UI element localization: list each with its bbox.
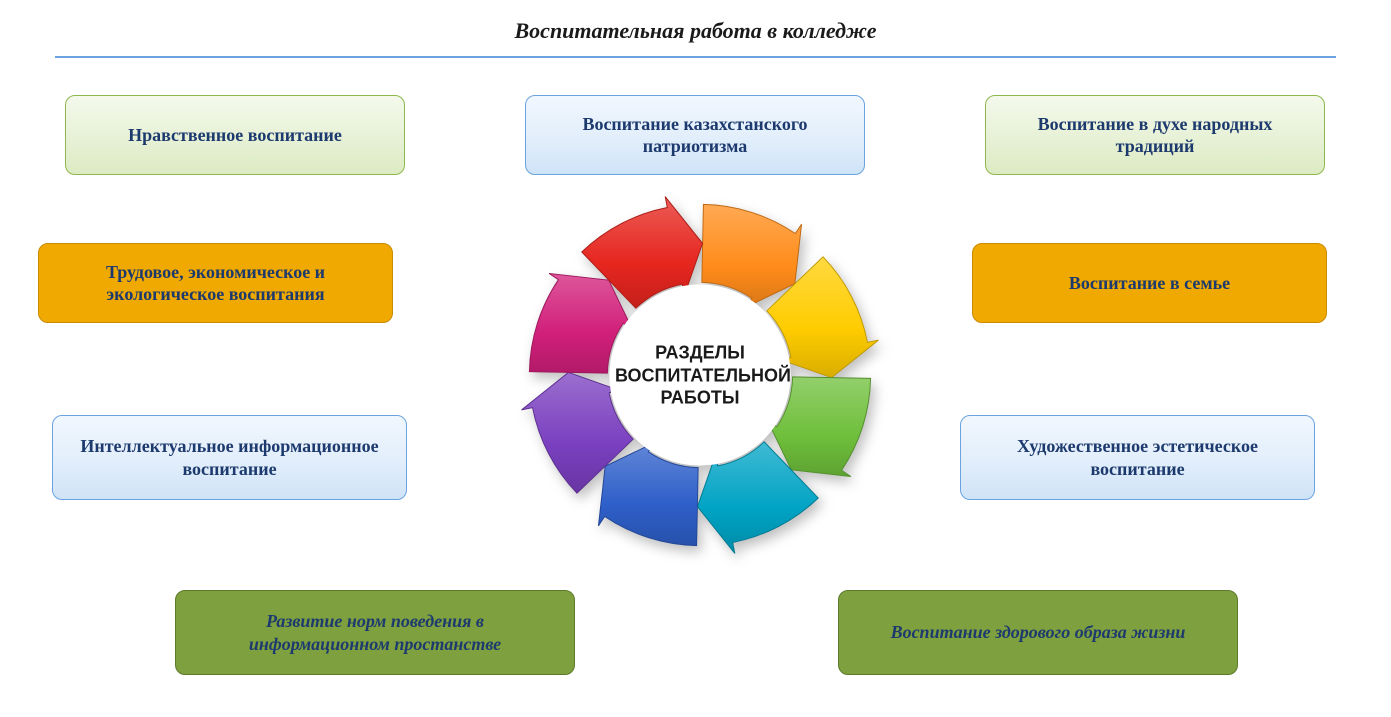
center-label: РАЗДЕЛЫ ВОСПИТАТЕЛЬНОЙ РАБОТЫ [615,341,785,409]
page-root: Воспитательная работа в колледже Нравств… [0,0,1391,717]
box-label: Художественное эстетическое воспитание [979,435,1296,480]
box-family: Воспитание в семье [972,243,1327,323]
box-label: Нравственное воспитание [128,124,342,147]
box-label: Трудовое, экономическое и экологическое … [57,261,374,306]
box-healthy: Воспитание здорового образа жизни [838,590,1238,675]
box-label: Воспитание здорового образа жизни [891,621,1186,644]
box-intellectual: Интеллектуальное информационное воспитан… [52,415,407,500]
box-label: Развитие норм поведения в информационном… [194,610,556,655]
box-patriotism: Воспитание казахстанского патриотизма [525,95,865,175]
title-rule [55,56,1336,58]
center-wheel-wrap: РАЗДЕЛЫ ВОСПИТАТЕЛЬНОЙ РАБОТЫ [505,180,895,570]
box-label: Интеллектуальное информационное воспитан… [71,435,388,480]
box-info-behavior: Развитие норм поведения в информационном… [175,590,575,675]
box-traditions: Воспитание в духе народных традиций [985,95,1325,175]
box-labor-eco: Трудовое, экономическое и экологическое … [38,243,393,323]
box-label: Воспитание в духе народных традиций [1004,113,1306,158]
box-label: Воспитание в семье [1069,272,1230,295]
box-label: Воспитание казахстанского патриотизма [544,113,846,158]
box-moral: Нравственное воспитание [65,95,405,175]
box-aesthetic: Художественное эстетическое воспитание [960,415,1315,500]
page-title: Воспитательная работа в колледже [0,18,1391,44]
